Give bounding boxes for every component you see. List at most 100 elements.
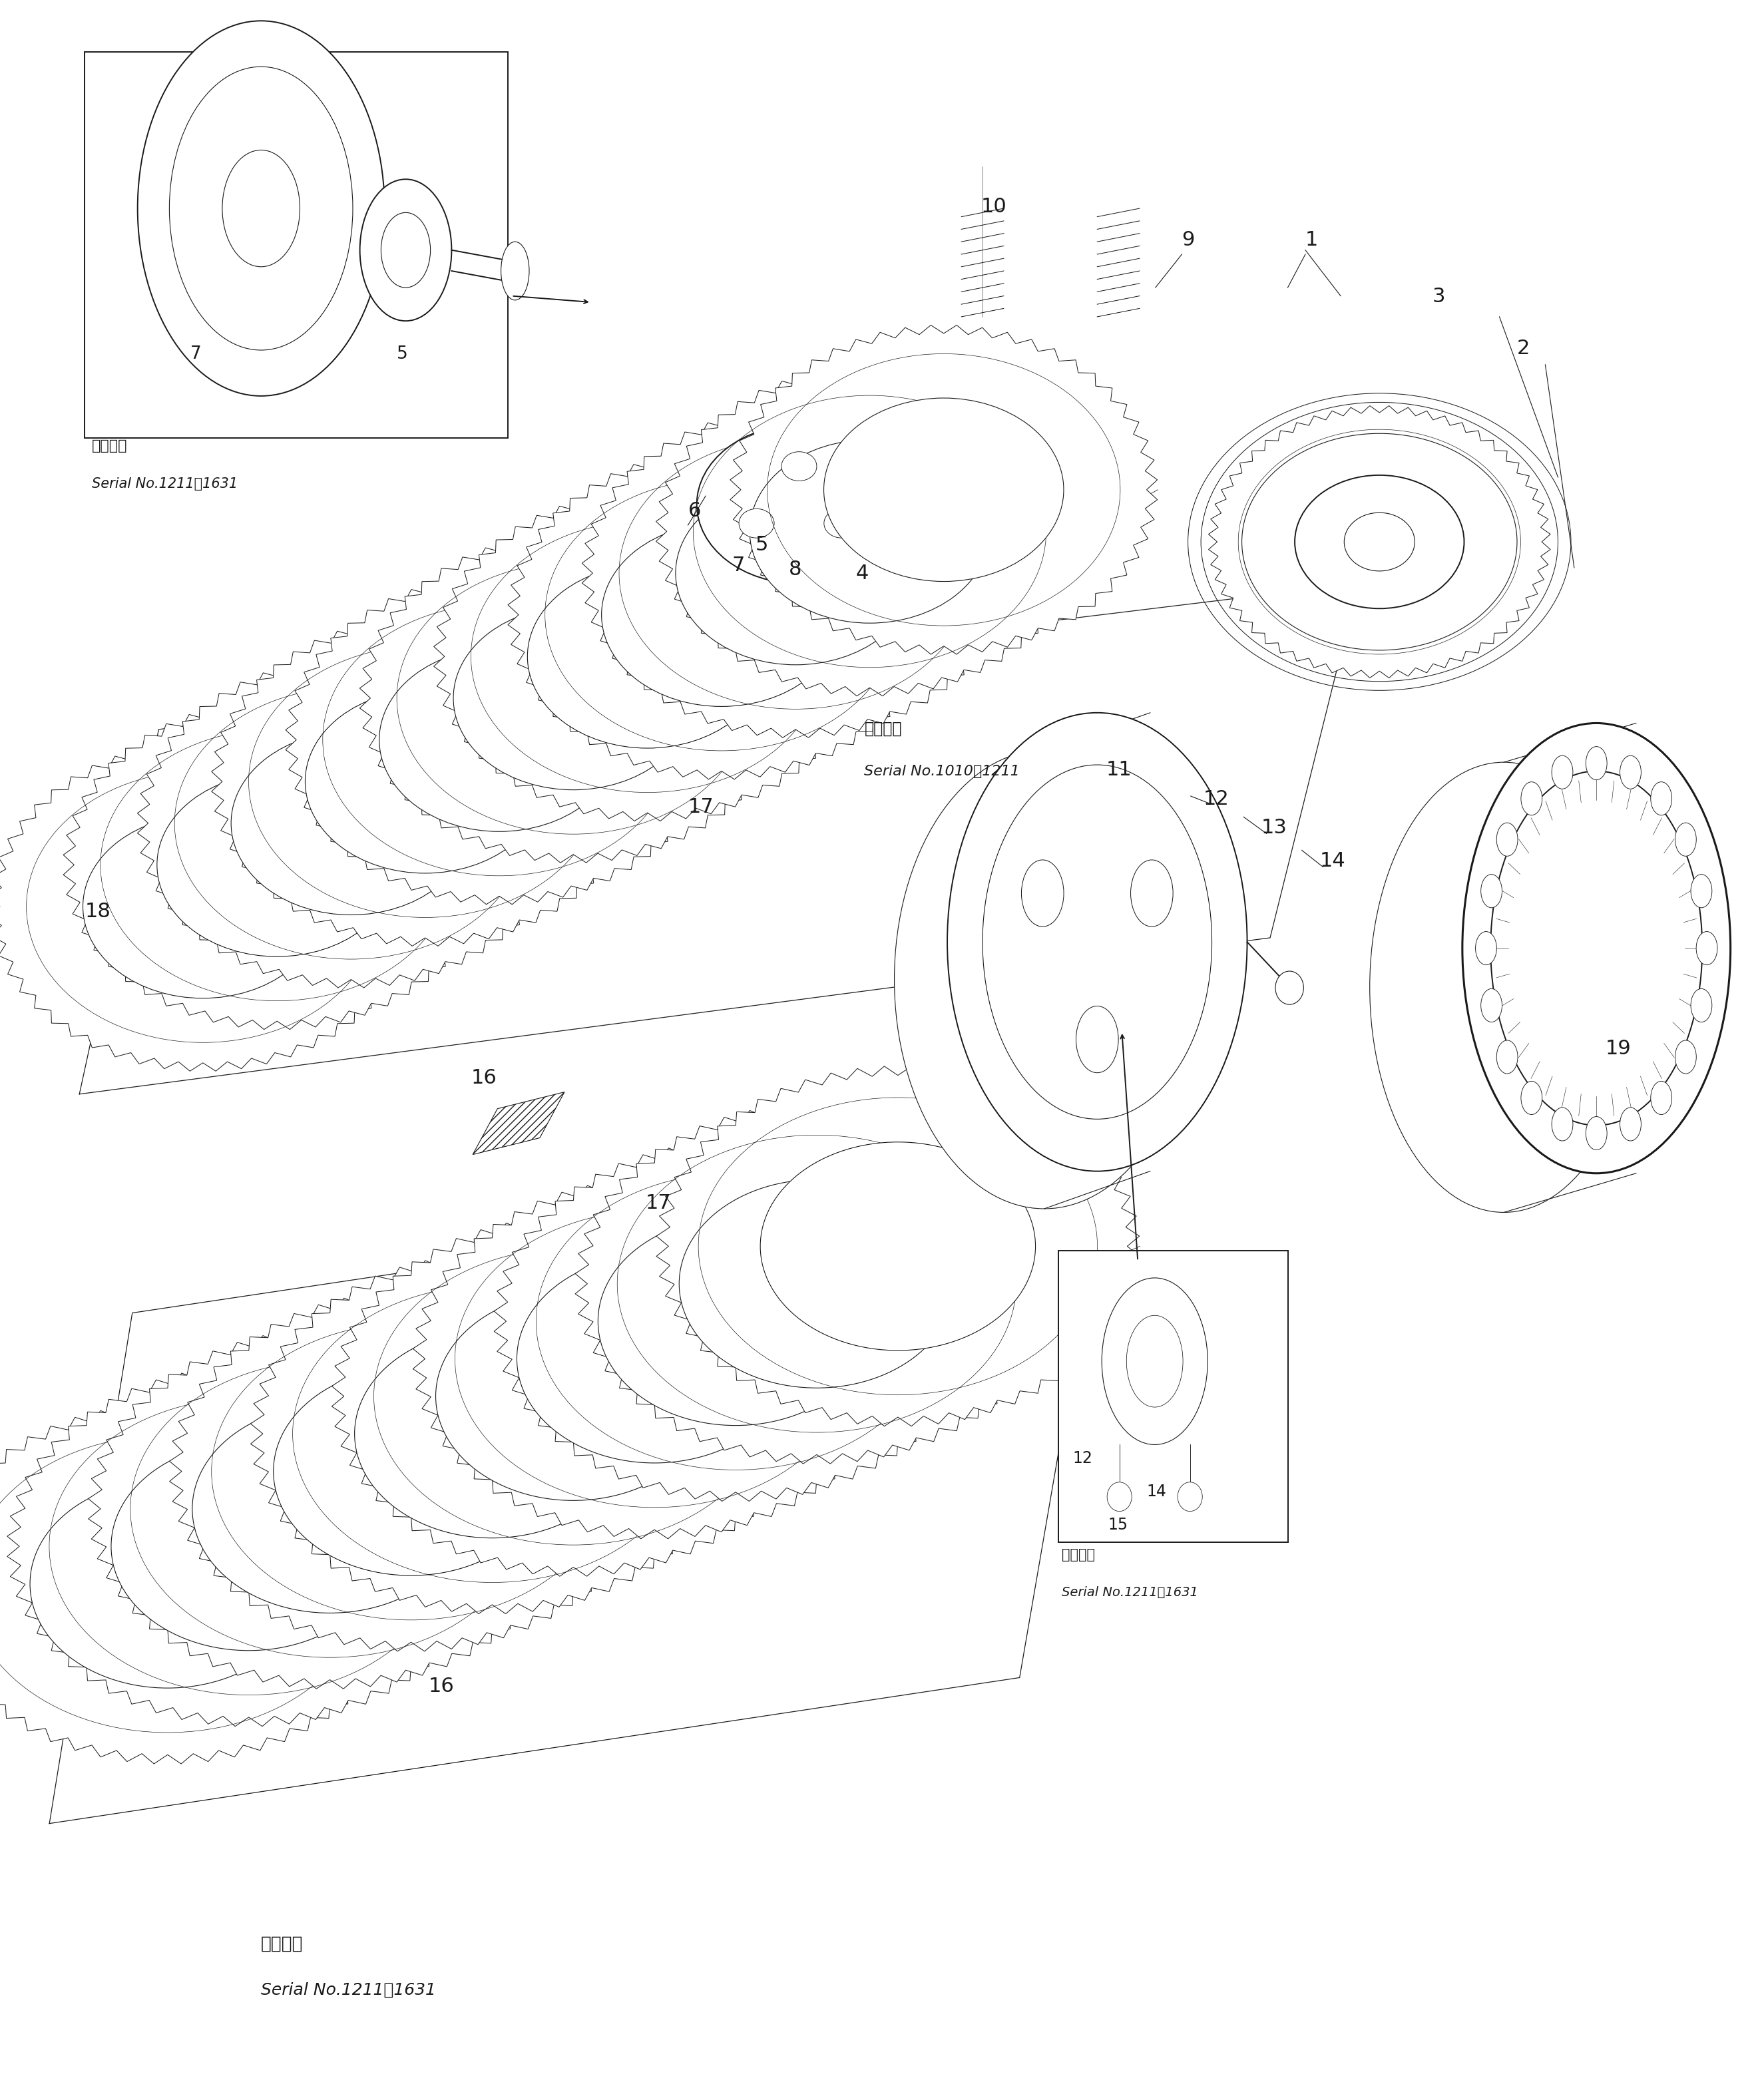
- Polygon shape: [250, 1255, 734, 1613]
- Ellipse shape: [1482, 988, 1503, 1021]
- Ellipse shape: [273, 1367, 549, 1576]
- Polygon shape: [64, 700, 490, 1029]
- Text: 17: 17: [688, 798, 714, 817]
- Polygon shape: [7, 1367, 490, 1726]
- Ellipse shape: [222, 150, 300, 267]
- Polygon shape: [508, 450, 935, 779]
- Ellipse shape: [1690, 875, 1711, 909]
- Ellipse shape: [381, 213, 430, 288]
- Ellipse shape: [1521, 782, 1542, 815]
- Ellipse shape: [1178, 1482, 1203, 1511]
- Ellipse shape: [1552, 1107, 1573, 1140]
- Text: 11: 11: [1106, 761, 1132, 779]
- Ellipse shape: [83, 815, 323, 998]
- Ellipse shape: [501, 242, 529, 300]
- Ellipse shape: [305, 690, 545, 873]
- Text: 16: 16: [471, 1069, 497, 1088]
- Text: 16: 16: [429, 1678, 455, 1696]
- Ellipse shape: [1127, 1315, 1184, 1407]
- Text: 12: 12: [1073, 1450, 1092, 1467]
- Polygon shape: [138, 659, 564, 988]
- Text: 3: 3: [1432, 288, 1445, 306]
- Ellipse shape: [436, 1292, 711, 1500]
- Ellipse shape: [192, 1405, 467, 1613]
- Ellipse shape: [169, 67, 353, 350]
- Ellipse shape: [1131, 861, 1173, 927]
- Text: 6: 6: [688, 502, 700, 521]
- Polygon shape: [212, 617, 639, 946]
- Polygon shape: [360, 534, 787, 863]
- Bar: [1058, 1250, 1288, 1542]
- Ellipse shape: [453, 606, 693, 790]
- Ellipse shape: [983, 765, 1212, 1119]
- Ellipse shape: [527, 565, 767, 748]
- Text: 5: 5: [755, 536, 767, 554]
- Ellipse shape: [111, 1442, 386, 1651]
- Ellipse shape: [1586, 746, 1607, 779]
- Polygon shape: [656, 1067, 1140, 1425]
- Polygon shape: [0, 742, 416, 1071]
- Ellipse shape: [781, 452, 817, 481]
- Text: 1: 1: [1305, 231, 1318, 250]
- Ellipse shape: [1076, 1007, 1118, 1073]
- Ellipse shape: [1475, 932, 1496, 965]
- Text: Serial No.1211～1631: Serial No.1211～1631: [261, 1982, 436, 1999]
- Text: 14: 14: [1319, 852, 1346, 871]
- Ellipse shape: [947, 713, 1247, 1171]
- Text: 9: 9: [1182, 231, 1194, 250]
- Ellipse shape: [760, 1142, 1035, 1350]
- Text: 12: 12: [1203, 790, 1230, 809]
- Ellipse shape: [231, 731, 471, 915]
- Ellipse shape: [1697, 932, 1718, 965]
- Text: Serial No.1211～1631: Serial No.1211～1631: [1062, 1586, 1198, 1598]
- Ellipse shape: [739, 508, 774, 538]
- Text: 18: 18: [85, 902, 111, 921]
- Ellipse shape: [1690, 988, 1711, 1021]
- Ellipse shape: [1496, 823, 1517, 857]
- Ellipse shape: [1651, 1082, 1672, 1115]
- Text: 14: 14: [1147, 1484, 1166, 1500]
- Polygon shape: [286, 575, 713, 904]
- Ellipse shape: [1521, 1082, 1542, 1115]
- Ellipse shape: [1295, 475, 1464, 609]
- Text: 適用号機: 適用号機: [1062, 1548, 1095, 1561]
- Ellipse shape: [894, 750, 1194, 1209]
- Polygon shape: [169, 1292, 653, 1651]
- Polygon shape: [88, 1330, 572, 1688]
- Ellipse shape: [1651, 782, 1672, 815]
- Ellipse shape: [750, 440, 990, 623]
- Bar: [85, 52, 508, 438]
- Polygon shape: [332, 1217, 815, 1576]
- Text: 適用号機: 適用号機: [261, 1936, 303, 1953]
- Text: 19: 19: [1605, 1040, 1632, 1059]
- Ellipse shape: [824, 508, 859, 538]
- Ellipse shape: [355, 1330, 630, 1538]
- Ellipse shape: [1552, 756, 1573, 790]
- Polygon shape: [575, 1105, 1058, 1463]
- Ellipse shape: [1275, 971, 1304, 1004]
- Ellipse shape: [1344, 513, 1415, 571]
- Text: 10: 10: [981, 198, 1007, 217]
- Text: 17: 17: [646, 1194, 672, 1213]
- Ellipse shape: [1108, 1482, 1132, 1511]
- Ellipse shape: [824, 398, 1064, 581]
- Text: 4: 4: [856, 565, 868, 584]
- Polygon shape: [1208, 406, 1551, 677]
- Polygon shape: [656, 367, 1083, 696]
- Text: 13: 13: [1261, 819, 1288, 838]
- Text: 適用号機: 適用号機: [864, 721, 901, 738]
- Polygon shape: [494, 1142, 977, 1500]
- Ellipse shape: [1102, 1277, 1208, 1444]
- Ellipse shape: [1242, 433, 1517, 650]
- Ellipse shape: [1021, 861, 1064, 927]
- Ellipse shape: [598, 1217, 873, 1425]
- Ellipse shape: [30, 1480, 305, 1688]
- Ellipse shape: [984, 471, 1027, 538]
- Text: 8: 8: [789, 561, 801, 579]
- Ellipse shape: [602, 523, 841, 706]
- Ellipse shape: [360, 179, 452, 321]
- Ellipse shape: [1491, 771, 1702, 1125]
- Text: 7: 7: [191, 346, 201, 363]
- Polygon shape: [582, 408, 1009, 738]
- Ellipse shape: [697, 425, 901, 584]
